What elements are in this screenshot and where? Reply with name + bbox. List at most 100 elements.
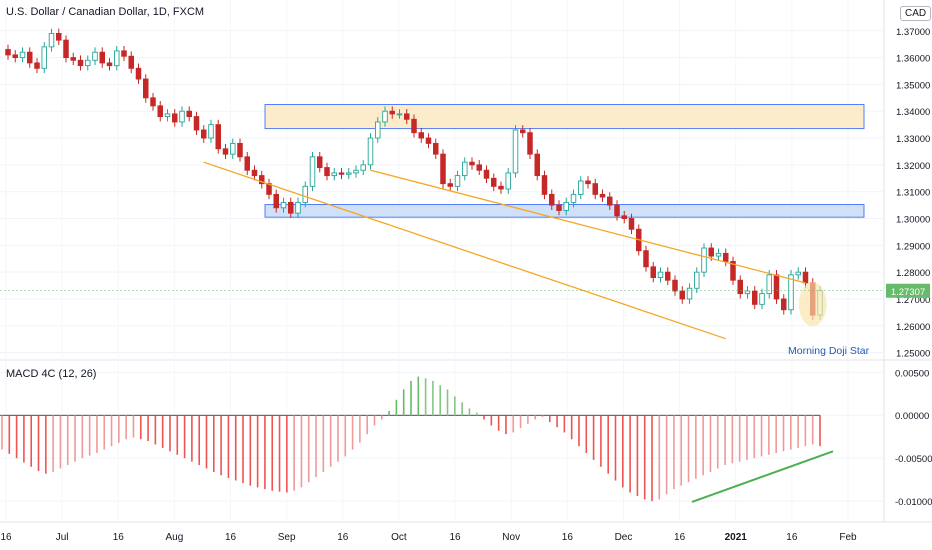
candle-body <box>48 32 55 48</box>
price-tick-label: 1.34000 <box>896 107 930 118</box>
candle-body <box>773 274 780 300</box>
candle-body <box>723 252 729 262</box>
candle-body <box>56 32 62 41</box>
time-tick-label: 16 <box>562 532 574 543</box>
candle-body <box>621 215 628 219</box>
candle-body <box>338 172 345 175</box>
candle-body <box>63 39 69 59</box>
candle-body <box>505 172 512 190</box>
candle-body <box>686 287 693 300</box>
candle-body <box>288 201 294 214</box>
candle-body <box>549 193 555 206</box>
candle-body <box>193 116 200 131</box>
candle-body <box>273 193 280 209</box>
candle-body <box>657 271 664 278</box>
price-tick-label: 1.30000 <box>896 215 930 226</box>
candle-body <box>614 204 620 217</box>
candle-body <box>643 250 649 268</box>
candle-body <box>744 290 751 295</box>
candle-body <box>396 113 403 116</box>
macd-tick-label: -0.01000 <box>895 497 932 508</box>
candle-body <box>70 57 76 61</box>
candle-body <box>592 183 599 195</box>
candle-body <box>106 62 113 67</box>
candle-body <box>556 204 562 211</box>
candle-body <box>599 193 606 198</box>
resistance-zone <box>264 104 865 130</box>
time-tick-label: Jul <box>56 532 69 543</box>
candle-body <box>324 167 330 177</box>
macd-tick-label: 0.00000 <box>895 411 929 422</box>
candle-body <box>19 51 26 59</box>
candle-body <box>222 148 229 155</box>
candle-body <box>179 110 185 123</box>
candle-body <box>752 290 758 305</box>
candle-body <box>186 110 192 118</box>
candle-body <box>766 274 773 295</box>
candle-body <box>12 54 18 59</box>
candle-body <box>150 97 156 107</box>
candle-body <box>367 137 374 166</box>
candle-body <box>665 271 671 281</box>
candle-body <box>679 290 686 300</box>
candle-body <box>317 156 323 169</box>
candle-body <box>498 185 504 190</box>
candle-body <box>382 110 388 123</box>
candle-body <box>331 172 338 177</box>
candle-body <box>534 153 541 177</box>
candle-body <box>280 201 287 209</box>
candle-body <box>92 51 98 61</box>
candle-body <box>84 59 91 67</box>
macd-divergence-line <box>691 450 834 503</box>
time-tick-label: 2021 <box>725 532 748 543</box>
candle-body <box>41 46 48 69</box>
channel-lower-line <box>203 161 726 340</box>
currency-badge[interactable]: CAD <box>900 6 932 21</box>
time-tick-label: 16 <box>786 532 798 543</box>
candle-body <box>527 132 533 155</box>
candle-body <box>142 78 149 99</box>
candle-body <box>447 183 454 187</box>
candle-body <box>353 169 359 174</box>
candle-body <box>135 67 142 80</box>
last-price-label: 1.27307 <box>891 287 925 298</box>
candle-body <box>708 247 715 257</box>
candle-body <box>578 180 584 195</box>
candle-body <box>541 175 548 195</box>
price-tick-label: 1.37000 <box>896 27 930 38</box>
candle-body <box>200 129 207 139</box>
candle-body <box>737 279 744 295</box>
price-tick-label: 1.36000 <box>896 54 930 65</box>
candle-body <box>375 121 381 139</box>
candle-body <box>411 118 417 134</box>
candle-body <box>628 218 635 230</box>
candle-body <box>157 105 163 118</box>
candle-body <box>512 129 519 174</box>
time-tick-label: 16 <box>337 532 349 543</box>
candle-body <box>360 164 367 171</box>
candle-body <box>418 132 425 139</box>
candle-body <box>715 252 722 257</box>
candle-body <box>215 124 221 150</box>
price-tick-label: 1.32000 <box>896 161 930 172</box>
candle-body <box>389 110 396 115</box>
candle-body <box>251 169 258 177</box>
candle-body <box>476 164 483 171</box>
candle-body <box>440 153 446 185</box>
last-price-tag <box>886 283 930 298</box>
candle-body <box>650 266 657 278</box>
candle-body <box>309 156 316 187</box>
time-tick-label: Nov <box>502 532 520 543</box>
candle-body <box>491 177 497 187</box>
pattern-highlight <box>798 282 827 327</box>
candle-body <box>570 193 577 203</box>
price-tick-label: 1.29000 <box>896 241 930 252</box>
time-tick-label: 16 <box>450 532 462 543</box>
price-tick-label: 1.35000 <box>896 80 930 91</box>
candle-body <box>454 175 461 187</box>
candle-body <box>208 124 214 139</box>
candle-body <box>433 142 439 155</box>
time-tick-label: 16 <box>113 532 125 543</box>
time-tick-label: 16 <box>225 532 237 543</box>
candle-body <box>520 129 526 134</box>
